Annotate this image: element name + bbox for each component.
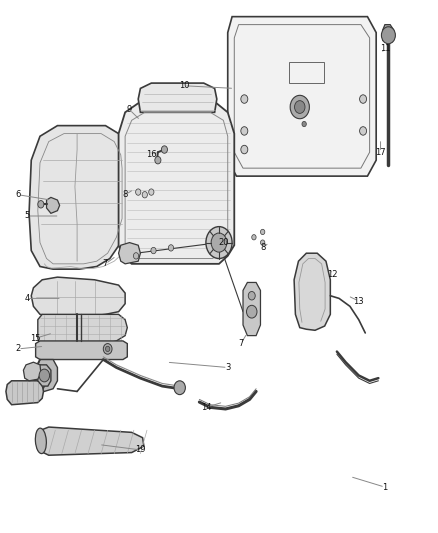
Circle shape [174,381,185,394]
Circle shape [247,305,257,318]
Polygon shape [29,126,127,269]
Circle shape [103,344,112,354]
Circle shape [206,227,232,259]
Polygon shape [38,314,127,346]
Text: 7: 7 [238,339,244,348]
Ellipse shape [35,428,46,454]
Polygon shape [36,427,144,455]
Circle shape [211,233,227,252]
Text: 19: 19 [135,446,146,455]
Circle shape [151,247,156,254]
Polygon shape [46,197,60,213]
Polygon shape [228,17,376,176]
Text: 17: 17 [375,148,386,157]
Circle shape [38,200,44,208]
Polygon shape [119,102,234,264]
Text: 10: 10 [179,81,189,90]
Polygon shape [243,282,261,336]
Circle shape [168,245,173,251]
Text: 4: 4 [24,294,29,303]
Circle shape [294,101,305,114]
Circle shape [261,240,265,245]
Text: 7: 7 [103,260,108,268]
Polygon shape [36,365,51,386]
Circle shape [155,157,161,164]
Polygon shape [31,277,125,317]
Text: 14: 14 [201,403,211,412]
Polygon shape [33,360,57,391]
Text: 13: 13 [353,296,364,305]
Circle shape [302,122,306,127]
Circle shape [252,235,256,240]
Polygon shape [35,341,127,360]
Circle shape [136,189,141,195]
Text: 3: 3 [225,363,230,372]
Text: 12: 12 [327,270,338,279]
Circle shape [134,253,139,259]
Circle shape [241,127,248,135]
Text: 6: 6 [15,190,21,199]
Polygon shape [138,83,217,112]
Text: 9: 9 [127,105,132,114]
Polygon shape [294,253,330,330]
Text: 2: 2 [15,344,21,353]
Circle shape [39,369,49,382]
Circle shape [149,189,154,195]
Circle shape [360,127,367,135]
Polygon shape [119,243,141,264]
Text: 11: 11 [380,44,390,53]
Text: 8: 8 [260,244,265,253]
Polygon shape [23,362,41,381]
Circle shape [381,27,396,44]
Text: 20: 20 [218,238,229,247]
Text: 8: 8 [123,190,128,199]
Text: 15: 15 [30,334,41,343]
Circle shape [161,146,167,154]
Text: 5: 5 [24,212,29,221]
Circle shape [248,292,255,300]
Circle shape [106,346,110,352]
Circle shape [241,95,248,103]
Polygon shape [383,25,394,42]
Circle shape [241,146,248,154]
Circle shape [142,191,148,198]
Text: 16: 16 [146,150,157,159]
Circle shape [261,229,265,235]
Circle shape [360,95,367,103]
Text: 1: 1 [382,482,388,491]
Polygon shape [6,381,43,405]
Circle shape [290,95,309,119]
